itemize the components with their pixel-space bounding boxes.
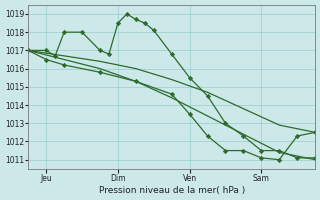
X-axis label: Pression niveau de la mer( hPa ): Pression niveau de la mer( hPa ) <box>99 186 245 195</box>
